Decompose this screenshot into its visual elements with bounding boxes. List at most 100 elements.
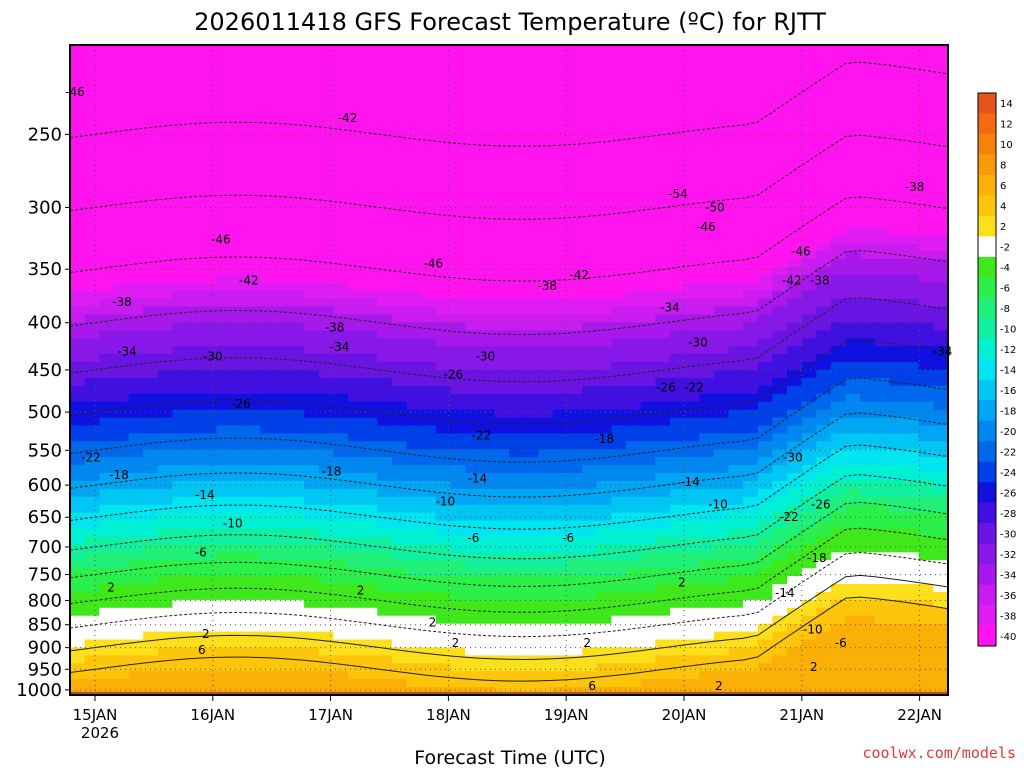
- heatmap-cell: [889, 52, 905, 62]
- heatmap-cell: [377, 211, 393, 220]
- heatmap-cell: [84, 433, 100, 442]
- heatmap-cell: [567, 679, 583, 688]
- heatmap-cell: [655, 496, 671, 506]
- heatmap-cell: [509, 457, 525, 466]
- heatmap-cell: [830, 274, 847, 284]
- heatmap-cell: [143, 607, 159, 617]
- heatmap-cell: [552, 449, 569, 458]
- heatmap-cell: [406, 251, 422, 260]
- heatmap-cell: [201, 330, 217, 339]
- heatmap-cell: [772, 187, 788, 197]
- heatmap-cell: [611, 124, 627, 133]
- heatmap-cell: [830, 409, 847, 419]
- heatmap-cell: [333, 465, 349, 474]
- heatmap-cell: [684, 528, 700, 537]
- heatmap-cell: [479, 584, 495, 593]
- heatmap-cell: [450, 417, 466, 427]
- heatmap-cell: [538, 322, 554, 331]
- heatmap-cell: [728, 124, 744, 133]
- heatmap-cell: [377, 282, 393, 292]
- heatmap-cell: [640, 203, 656, 212]
- heatmap-cell: [289, 195, 305, 205]
- heatmap-cell: [113, 631, 130, 641]
- heatmap-cell: [523, 385, 539, 395]
- heatmap-cell: [128, 488, 144, 498]
- heatmap-cell: [274, 449, 291, 458]
- heatmap-cell: [830, 671, 847, 680]
- heatmap-cell: [70, 298, 86, 308]
- heatmap-cell: [348, 528, 364, 537]
- heatmap-cell: [128, 425, 144, 434]
- heatmap-cell: [743, 243, 759, 252]
- heatmap-cell: [333, 417, 349, 427]
- heatmap-cell: [216, 679, 232, 688]
- heatmap-cell: [231, 219, 247, 228]
- heatmap-cell: [787, 560, 803, 569]
- heatmap-cell: [670, 259, 686, 268]
- heatmap-cell: [348, 592, 364, 601]
- heatmap-cell: [816, 599, 832, 609]
- heatmap-cell: [596, 457, 612, 466]
- heatmap-cell: [377, 187, 393, 197]
- heatmap-cell: [494, 330, 510, 339]
- heatmap-cell: [128, 148, 144, 157]
- heatmap-cell: [918, 52, 934, 62]
- heatmap-cell: [377, 346, 393, 355]
- heatmap-cell: [157, 338, 173, 347]
- heatmap-cell: [245, 140, 261, 149]
- heatmap-cell: [99, 425, 115, 434]
- heatmap-cell: [611, 211, 627, 220]
- heatmap-cell: [933, 298, 948, 308]
- heatmap-cell: [391, 116, 408, 125]
- heatmap-cell: [362, 520, 378, 530]
- heatmap-cell: [582, 227, 598, 236]
- heatmap-cell: [860, 631, 876, 641]
- heatmap-cell: [830, 488, 847, 498]
- heatmap-cell: [655, 227, 671, 236]
- heatmap-cell: [743, 108, 759, 117]
- contour-line: [70, 134, 948, 220]
- heatmap-cell: [245, 52, 261, 62]
- heatmap-cell: [596, 140, 612, 149]
- heatmap-cell: [99, 243, 115, 252]
- heatmap-cell: [611, 496, 627, 506]
- heatmap-cell: [596, 433, 612, 442]
- heatmap-cell: [465, 536, 481, 545]
- heatmap-cell: [567, 267, 583, 276]
- heatmap-cell: [611, 306, 627, 316]
- heatmap-cell: [757, 290, 773, 300]
- heatmap-cell: [304, 377, 320, 387]
- heatmap-cell: [567, 409, 583, 419]
- heatmap-cell: [318, 140, 334, 149]
- heatmap-cell: [172, 84, 188, 94]
- heatmap-cell: [406, 267, 422, 276]
- heatmap-cell: [245, 481, 261, 490]
- heatmap-cell: [670, 124, 686, 133]
- heatmap-cell: [626, 116, 642, 125]
- heatmap-cell: [538, 267, 554, 276]
- heatmap-cell: [933, 124, 948, 133]
- heatmap-cell: [830, 243, 847, 252]
- heatmap-cell: [567, 60, 583, 70]
- heatmap-cell: [318, 584, 334, 593]
- heatmap-cell: [918, 393, 934, 403]
- heatmap-cell: [830, 195, 847, 205]
- heatmap-cell: [289, 314, 305, 323]
- heatmap-cell: [391, 45, 408, 54]
- heatmap-cell: [684, 615, 700, 625]
- heatmap-cell: [231, 504, 247, 514]
- heatmap-cell: [816, 171, 832, 181]
- heatmap-cell: [845, 290, 861, 300]
- heatmap-cell: [143, 528, 159, 537]
- heatmap-cell: [318, 623, 334, 633]
- heatmap-cell: [523, 504, 539, 514]
- heatmap-cell: [157, 631, 173, 641]
- heatmap-cell: [801, 409, 817, 419]
- heatmap-cell: [494, 338, 510, 347]
- heatmap-cell: [757, 393, 773, 403]
- heatmap-cell: [757, 409, 773, 419]
- heatmap-cell: [874, 552, 890, 561]
- heatmap-cell: [143, 647, 159, 656]
- heatmap-cell: [304, 282, 320, 292]
- heatmap-cell: [84, 639, 100, 648]
